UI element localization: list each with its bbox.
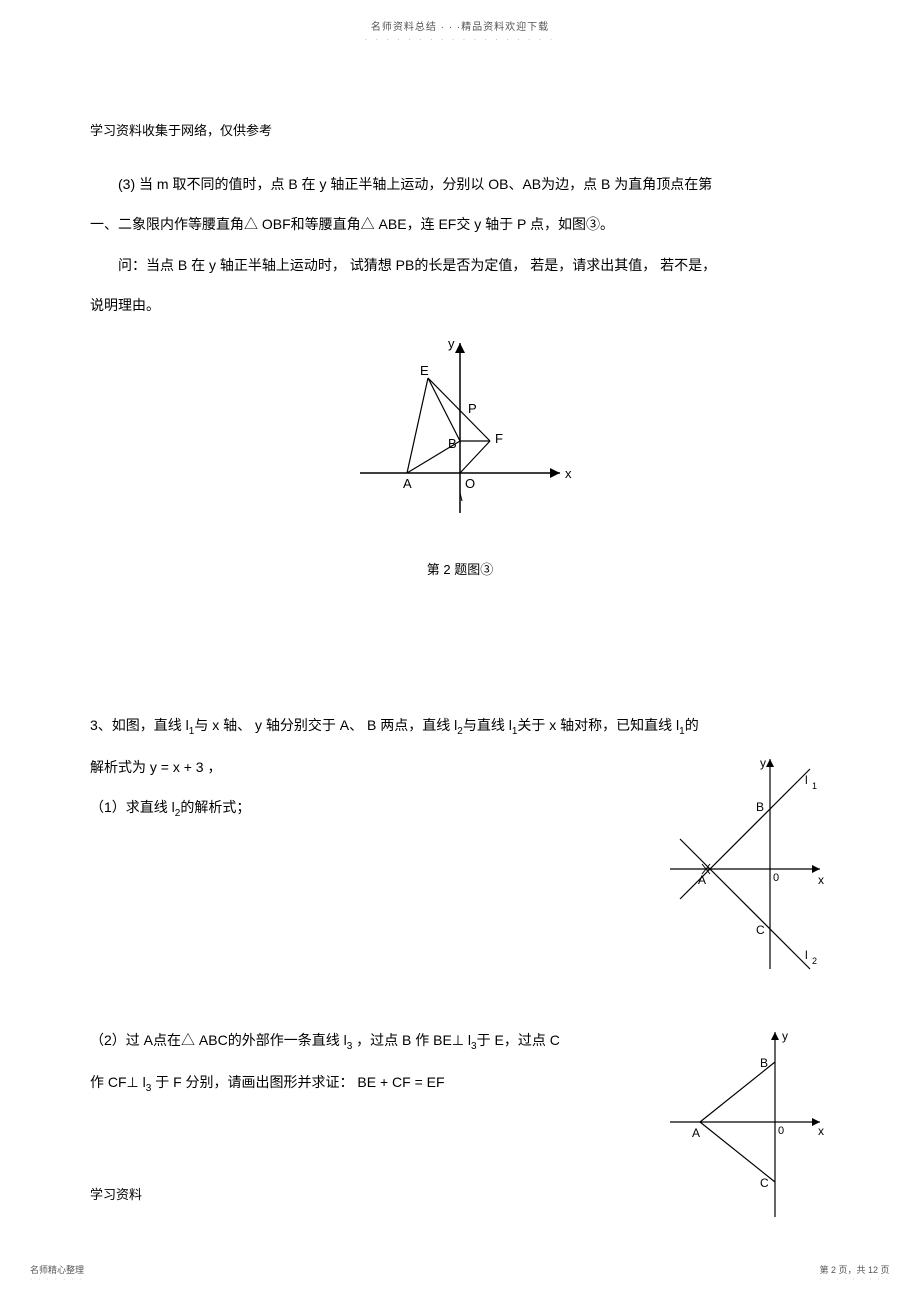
footer-left-dots: · · · · · · · [30, 1276, 84, 1283]
footer-right-text: 第 2 页，共 12 页 [819, 1263, 890, 1276]
fig2-label-l1sub: 1 [812, 781, 817, 791]
p3-l1-c: 与直线 l [463, 717, 512, 733]
problem3-part1-row: 解析式为 y = x + 3 ， （1）求直线 l2的解析式； y x 0 l … [90, 749, 830, 992]
fig1-label-A: A [403, 476, 412, 491]
problem2-part3-line3: 问：当点 B 在 y 轴正半轴上运动时， 试猜想 PB的长是否为定值， 若是，请… [90, 247, 830, 283]
p3-p2-l2b: 于 F 分别，请画出图形并求证： BE + CF = EF [151, 1074, 444, 1090]
figure2-svg: y x 0 l 1 l 2 A B C [660, 749, 830, 979]
problem3-part2-row: （2）过 A点在△ ABC的外部作一条直线 l3 ，过点 B 作 BE⊥ l3于… [90, 1022, 830, 1235]
footer-left: 名师精心整理 · · · · · · · [30, 1263, 84, 1283]
fig1-label-O: O [465, 476, 475, 491]
fig2-label-l2: l [805, 948, 808, 962]
footer-right-dots: · · · · · · · · · [819, 1276, 890, 1283]
figure1-svg: A O x y B E F P [340, 333, 580, 533]
fig3-label-A: A [692, 1126, 700, 1140]
fig2-label-y: y [760, 756, 766, 770]
problem3-line1: 3、如图，直线 l1与 x 轴、 y 轴分别交于 A、 B 两点，直线 l2与直… [90, 707, 830, 745]
problem3-part2-line2: 作 CF⊥ l3 于 F 分别，请画出图形并求证： BE + CF = EF [90, 1064, 640, 1102]
p3-p1-a: （1）求直线 l [90, 799, 175, 815]
p3-p2-c: 于 E，过点 C [477, 1032, 560, 1048]
figure3-svg: y x 0 A B C [660, 1022, 830, 1222]
p3-p1-b: 的解析式； [180, 799, 250, 815]
p3-p2-l2a: 作 CF⊥ l [90, 1074, 146, 1090]
footer-left-text: 名师精心整理 [30, 1263, 84, 1276]
spacer2 [90, 992, 830, 1022]
p3-l1-a: 3、如图，直线 l [90, 717, 189, 733]
p3-l1-d: 关于 x 轴对称，已知直线 l [517, 717, 679, 733]
footer-center: 学习资料 [90, 1184, 142, 1203]
p3-l1-b: 与 x 轴、 y 轴分别交于 A、 B 两点，直线 l [194, 717, 457, 733]
fig1-label-E: E [420, 363, 429, 378]
fig3-label-C: C [760, 1176, 769, 1190]
p3-l1-e: 的 [685, 717, 699, 733]
fig3-label-x: x [818, 1124, 824, 1138]
fig2-label-O: 0 [773, 872, 779, 884]
fig2-label-B: B [756, 800, 764, 814]
figure2-container: y x 0 l 1 l 2 A B C [660, 749, 830, 992]
figure1-container: A O x y B E F P [90, 333, 830, 533]
p3-p2-a: （2）过 A点在△ ABC的外部作一条直线 l [90, 1032, 347, 1048]
fig2-label-A: A [698, 873, 706, 887]
fig3-label-O: 0 [778, 1125, 784, 1137]
problem3-part1: （1）求直线 l2的解析式； [90, 789, 640, 827]
figure3-container: y x 0 A B C [660, 1022, 830, 1235]
fig2-label-C: C [756, 923, 765, 937]
fig1-label-x: x [565, 466, 572, 481]
source-note: 学习资料收集于网络，仅供参考 [90, 114, 830, 148]
fig2-label-l2sub: 2 [812, 956, 817, 966]
fig1-label-y: y [448, 336, 455, 351]
header-title: 名师资料总结 · · ·精品资料欢迎下载 [0, 0, 920, 33]
problem2-part3-line4: 说明理由。 [90, 287, 830, 323]
p3-p2-b: ，过点 B 作 BE⊥ l [352, 1032, 471, 1048]
fig3-label-y: y [782, 1029, 788, 1043]
figure1-caption: 第 2 题图③ [90, 553, 830, 587]
problem2-part3-line1: (3) 当 m 取不同的值时，点 B 在 y 轴正半轴上运动，分别以 OB、AB… [90, 166, 830, 202]
fig1-label-P: P [468, 401, 477, 416]
header-dots: · · · · · · · · · · · · · · · · · · [0, 35, 920, 44]
content-area: 学习资料收集于网络，仅供参考 (3) 当 m 取不同的值时，点 B 在 y 轴正… [0, 44, 920, 1236]
fig2-label-x: x [818, 873, 824, 887]
fig2-label-l1: l [805, 773, 808, 787]
spacer1 [90, 587, 830, 707]
problem3-line2: 解析式为 y = x + 3 ， [90, 749, 640, 785]
footer-right: 第 2 页，共 12 页 · · · · · · · · · [819, 1263, 890, 1283]
fig1-label-F: F [495, 431, 503, 446]
problem2-part3-line2: 一、二象限内作等腰直角△ OBF和等腰直角△ ABE，连 EF交 y 轴于 P … [90, 206, 830, 242]
problem3-part2-line1: （2）过 A点在△ ABC的外部作一条直线 l3 ，过点 B 作 BE⊥ l3于… [90, 1022, 640, 1060]
